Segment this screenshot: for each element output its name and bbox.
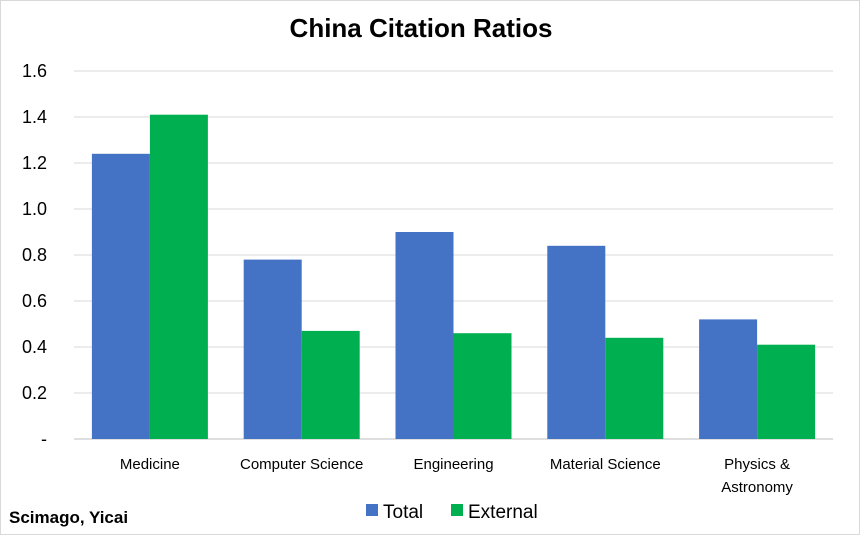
bar-external-2	[453, 333, 512, 439]
bar-total-0	[91, 153, 150, 440]
legend-swatch-external	[451, 504, 463, 516]
bar-external-0	[149, 114, 208, 439]
x-category-label: Material Science	[550, 456, 661, 473]
y-tick-label: 1.0	[22, 199, 47, 219]
x-category-label: Medicine	[120, 456, 180, 473]
x-category-label: Computer Science	[240, 456, 363, 473]
bar-external-3	[605, 337, 664, 439]
y-tick-label: 0.2	[22, 383, 47, 403]
legend-swatch-total	[366, 504, 378, 516]
x-category-label: Physics &	[724, 456, 790, 473]
y-tick-label: 0.4	[22, 337, 47, 357]
y-tick-label: 1.4	[22, 107, 47, 127]
legend-label-total: Total	[383, 502, 423, 523]
bar-total-1	[243, 259, 302, 439]
bars	[91, 114, 816, 440]
y-tick-label: 1.2	[22, 153, 47, 173]
bar-external-4	[757, 344, 816, 439]
bar-total-2	[395, 232, 454, 439]
y-tick-label: -	[41, 429, 47, 449]
x-category-label: Astronomy	[721, 479, 793, 496]
bar-external-1	[301, 330, 360, 439]
bar-total-3	[547, 245, 606, 439]
x-axis-categories: Medicine Computer Science Engineering Mater…	[120, 456, 794, 496]
y-tick-label: 0.6	[22, 291, 47, 311]
y-tick-label: 0.8	[22, 245, 47, 265]
x-category-label: Engineering	[413, 456, 493, 473]
legend: Total External	[366, 502, 538, 523]
y-tick-label: 1.6	[22, 61, 47, 81]
legend-label-external: External	[468, 502, 538, 523]
bar-total-4	[699, 319, 758, 439]
y-axis-ticks: - 0.2 0.4 0.6 0.8 1.0 1.2 1.4 1.6	[22, 61, 47, 449]
chart-title: China Citation Ratios	[290, 13, 553, 43]
source-note: Scimago, Yicai	[9, 508, 128, 527]
